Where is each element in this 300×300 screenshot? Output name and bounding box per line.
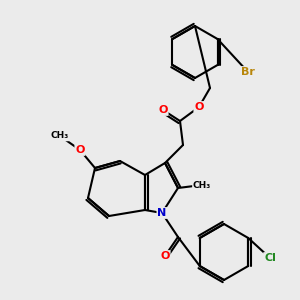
Text: N: N (158, 208, 166, 218)
Text: O: O (194, 102, 204, 112)
Text: O: O (160, 251, 170, 261)
Text: O: O (158, 105, 168, 115)
Text: O: O (75, 145, 85, 155)
Text: Cl: Cl (264, 253, 276, 263)
Text: Br: Br (241, 67, 255, 77)
Text: CH₃: CH₃ (51, 131, 69, 140)
Text: CH₃: CH₃ (193, 181, 211, 190)
